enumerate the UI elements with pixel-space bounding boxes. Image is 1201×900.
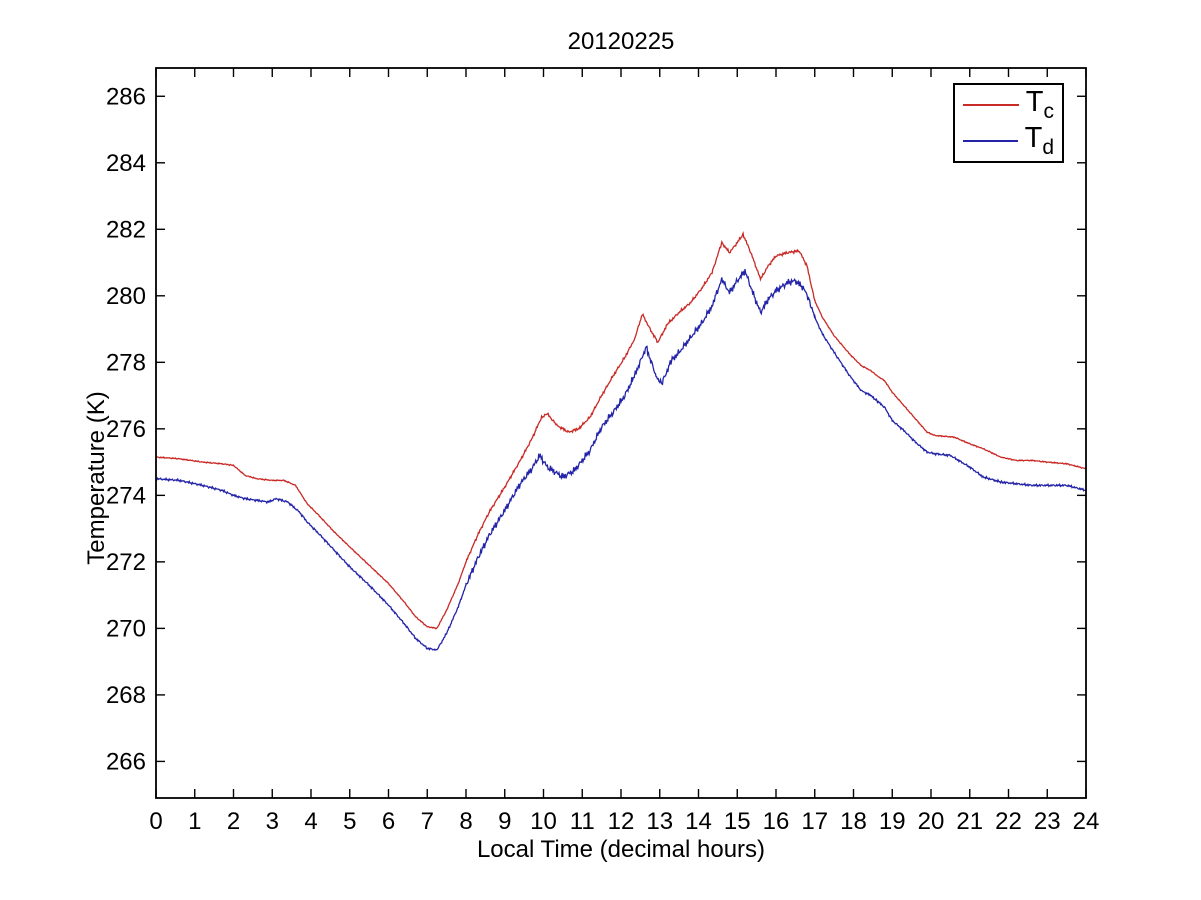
x-tick-label: 2	[227, 808, 240, 835]
x-tick-label: 5	[343, 808, 356, 835]
series-line-tc[interactable]	[155, 231, 1087, 630]
x-tick-label: 23	[1034, 808, 1061, 835]
x-tick-label: 7	[421, 808, 434, 835]
y-tick-label: 270	[106, 615, 146, 642]
y-tick-label: 278	[106, 349, 146, 376]
x-tick-label: 15	[724, 808, 751, 835]
x-tick-label: 20	[918, 808, 945, 835]
x-tick-label: 18	[840, 808, 867, 835]
x-tick-label: 0	[149, 808, 162, 835]
legend-label-td: Td	[1024, 122, 1054, 159]
x-axis-label: Local Time (decimal hours)	[476, 836, 766, 863]
x-tick-label: 11	[570, 808, 595, 835]
x-tick-label: 1	[188, 808, 201, 835]
x-tick-label: 12	[608, 808, 635, 835]
legend-line-tc	[963, 103, 1019, 106]
y-tick-label: 284	[106, 150, 146, 177]
x-tick-label: 22	[995, 808, 1022, 835]
x-tick-label: 8	[459, 808, 472, 835]
x-tick-label: 14	[685, 808, 712, 835]
legend-box[interactable]: Tc Td	[953, 83, 1064, 163]
x-tick-label: 16	[763, 808, 790, 835]
y-tick-label: 268	[106, 682, 146, 709]
y-tick-label: 266	[106, 748, 146, 775]
y-tick-label: 272	[106, 549, 146, 576]
y-tick-label: 274	[106, 482, 146, 509]
x-tick-label: 4	[304, 808, 317, 835]
x-tick-label: 9	[498, 808, 511, 835]
x-tick-label: 21	[956, 808, 983, 835]
chart-title: 20120225	[567, 28, 675, 55]
x-tick-label: 3	[266, 808, 279, 835]
x-tick-label: 13	[646, 808, 673, 835]
legend-entry-td[interactable]: Td	[963, 124, 1054, 158]
x-tick-label: 17	[801, 808, 828, 835]
x-tick-label: 6	[382, 808, 395, 835]
x-tick-label: 24	[1073, 808, 1100, 835]
y-tick-label: 282	[106, 216, 146, 243]
y-tick-label: 280	[106, 283, 146, 310]
legend-line-td	[963, 139, 1018, 142]
y-axis-label: Temperature (K)	[83, 391, 110, 565]
x-tick-label: 19	[879, 808, 906, 835]
legend-entry-tc[interactable]: Tc	[963, 88, 1054, 122]
plot-area[interactable]	[156, 68, 1086, 798]
y-tick-label: 286	[106, 83, 146, 110]
series-line-td[interactable]	[155, 268, 1087, 652]
x-tick-label: 10	[530, 808, 557, 835]
axes-frame	[155, 67, 1087, 799]
y-tick-label: 276	[106, 416, 146, 443]
legend-label-tc: Tc	[1025, 86, 1054, 123]
